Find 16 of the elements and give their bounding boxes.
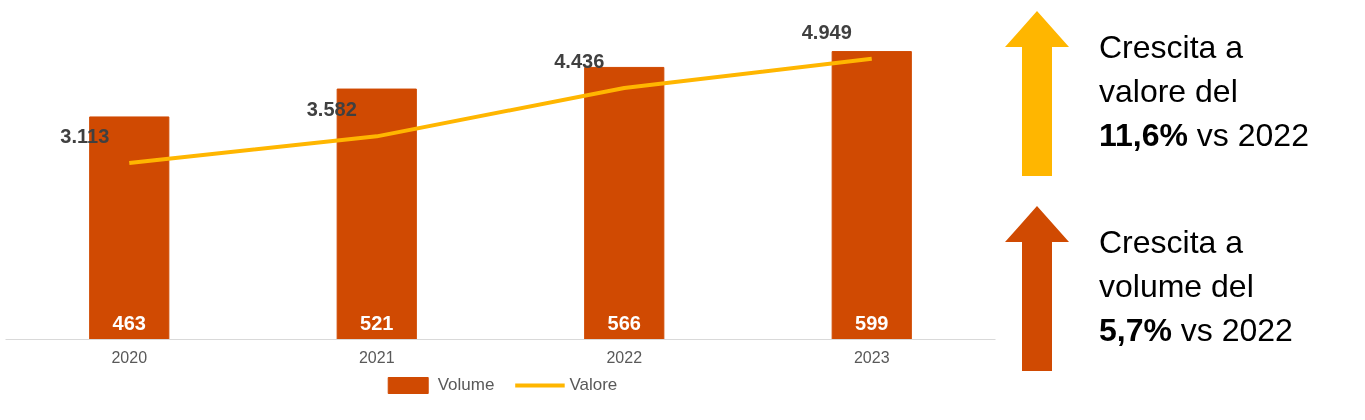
x-tick-label: 2021 [358,348,395,366]
x-tick-label: 2023 [853,348,890,366]
x-tick-label: 2022 [606,348,643,366]
text: Crescita a volume del 5,7% vs 2022 [1099,223,1293,350]
text: Crescita a valore del 11,6% vs 2022 [1099,28,1309,155]
data-label: 599 [855,311,889,334]
bar [831,51,912,340]
data-label: 521 [360,311,394,334]
data-label: 4.949 [801,20,852,43]
legend-label: Volume [437,375,495,395]
data-label: 463 [112,311,146,334]
legend-label: Valore [569,375,618,395]
x-tick-label: 2020 [111,348,148,366]
data-label: 566 [607,311,641,334]
bar [584,66,665,340]
data-label: 4.436 [554,49,605,72]
